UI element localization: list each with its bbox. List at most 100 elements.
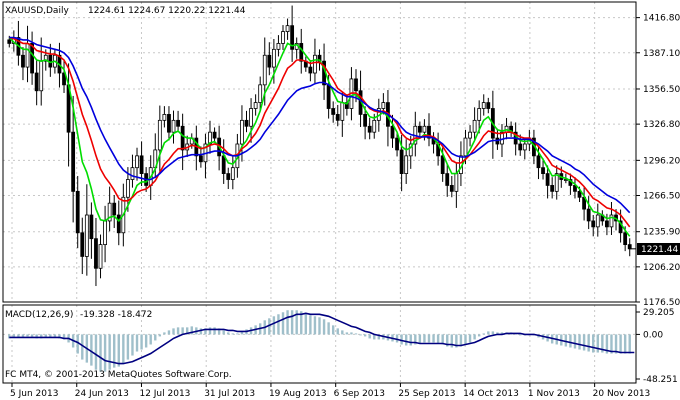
macd-bar [441,334,444,345]
candle-body [276,43,281,50]
candle-body [313,54,317,74]
macd-bar [345,332,349,335]
macd-bar [44,334,47,338]
macd-bar [300,311,303,335]
macd-bar [149,334,152,345]
candle-body [84,214,89,257]
macd-bar [496,332,499,335]
candle-body [395,137,399,151]
macd-bar [322,319,326,335]
candle-body [180,125,185,151]
macd-bar [231,333,235,335]
candle-body [522,143,527,151]
macd-bar [199,328,203,335]
ma-slow-line [9,36,631,214]
macd-bar [455,334,458,348]
candle-body [390,125,395,139]
candle-body [381,102,386,109]
candle-body [130,167,135,180]
macd-bar [17,334,20,338]
candle-body [285,25,290,32]
ma-mid-line [9,36,631,228]
macd-bar [423,334,426,343]
candle-body [25,43,30,68]
candle-body [167,114,171,133]
macd-bar [395,334,399,343]
candle-body [39,60,44,92]
macd-bar [587,334,590,352]
candle-body [550,185,555,192]
y-tick-label: 1206.20 [643,263,680,273]
macd-bar [140,334,143,350]
candle-body [139,155,144,174]
macd-bar [341,330,344,335]
macd-bar [569,334,572,348]
axis-ticks: 1416.80 1387.10 1356.50 1326.80 1296.20 1266.… [10,14,680,399]
candle-body [609,214,614,228]
macd-bar [446,334,449,347]
candle-body [463,137,468,157]
candle-body [554,173,559,192]
macd-panel-frame [2,304,637,384]
candle-body [176,119,180,127]
candle-body [449,185,454,192]
macd-bar [350,332,353,335]
x-tick-label: 24 Jun 2013 [75,389,129,399]
candle-body [545,173,550,186]
candle-body [89,214,94,240]
candle-body [98,244,103,269]
x-tick-label: 1 Nov 2013 [528,389,580,399]
candle-body [367,125,372,133]
y-tick-label: 1266.50 [643,191,680,201]
macd-bar [186,327,189,335]
macd-bar [409,334,412,346]
candle-body [135,155,139,169]
candle-body [623,232,628,246]
candle-body [445,173,450,186]
macd-bar [623,334,627,354]
ma-fast-line [8,36,631,237]
candle-body [34,72,39,92]
candle-body [230,167,235,180]
macd-bar [414,334,417,345]
macd-y-tick-label: -48.251 [643,375,678,385]
macd-bar [190,326,193,335]
macd-bar [286,310,289,335]
macd-bar [373,334,376,340]
macd-bar [236,333,239,335]
macd-bar [290,310,294,335]
macd-bar [304,313,308,335]
macd-bar [500,332,504,335]
macd-bar [477,334,481,337]
candle-body [518,143,523,151]
candle-body [331,108,336,115]
candle-body [226,173,231,180]
macd-bar [605,334,609,354]
candle-body [408,143,413,157]
macd-bar [418,334,422,344]
macd-bar [436,334,440,344]
macd-bar [592,334,595,353]
y-tick-label: 1387.10 [643,49,680,59]
macd-bar [103,334,107,372]
candle-body [468,131,472,139]
x-tick-label: 12 Jul 2013 [139,389,190,399]
macd-bar [208,327,212,335]
macd-bar [281,312,285,335]
candle-body [586,208,591,222]
macd-bar [318,317,321,335]
macd-signal-line [9,312,635,365]
candle-body [627,244,632,250]
candle-body [363,114,368,127]
macd-bar [126,334,130,360]
macd-bar [268,318,271,335]
x-tick-label: 14 Oct 2013 [463,389,519,399]
candle-body [62,72,66,86]
macd-bar [131,334,134,356]
macd-bar [596,334,599,353]
candlestick-series [7,5,632,287]
candle-body [427,125,431,139]
candle-body [536,155,541,169]
